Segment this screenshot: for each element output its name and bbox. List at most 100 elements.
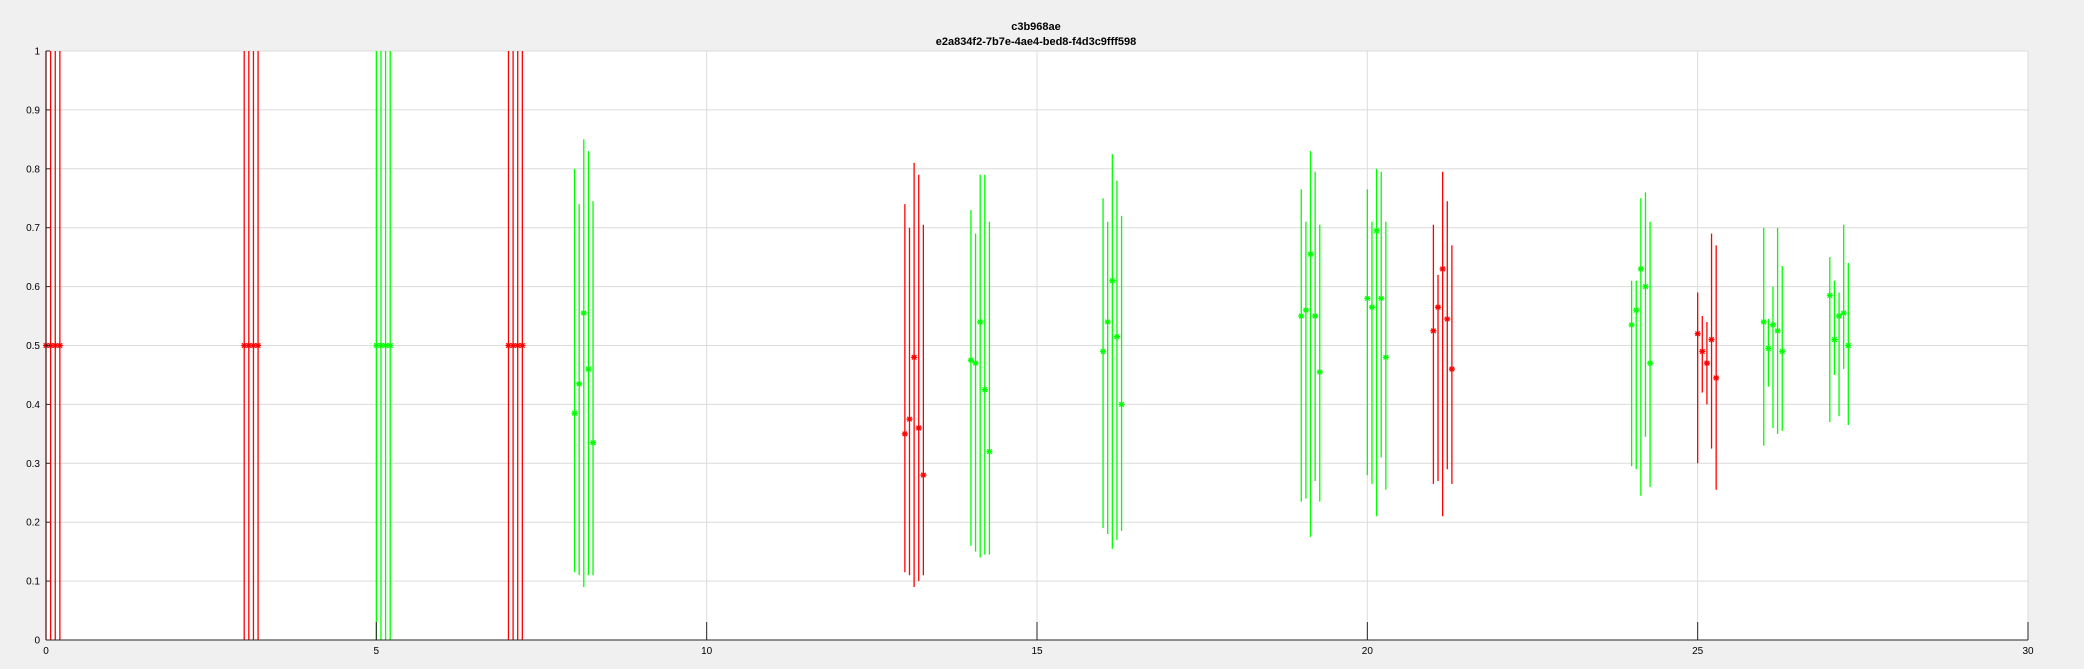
data-point xyxy=(1769,321,1776,328)
data-point xyxy=(519,342,526,349)
marker-stroke xyxy=(1779,348,1785,355)
marker-stroke xyxy=(1761,319,1767,325)
data-point xyxy=(981,386,988,393)
data-point xyxy=(1845,342,1852,349)
marker-stroke xyxy=(1704,360,1710,366)
data-point xyxy=(1840,310,1847,317)
marker-stroke xyxy=(246,342,252,349)
y-tick-label: 0.8 xyxy=(26,164,40,175)
marker-stroke xyxy=(1708,336,1715,343)
marker-stroke xyxy=(1312,313,1318,319)
y-tick-label: 0.4 xyxy=(26,400,40,411)
data-point xyxy=(1836,313,1843,320)
data-point xyxy=(977,318,984,325)
data-point xyxy=(1430,327,1437,334)
marker-stroke xyxy=(1633,307,1639,313)
x-tick-label: 25 xyxy=(1692,646,1704,657)
marker-stroke xyxy=(920,472,927,478)
marker-stroke xyxy=(505,342,512,349)
data-point xyxy=(1316,369,1323,376)
data-point xyxy=(1439,265,1446,272)
marker-stroke xyxy=(968,357,974,363)
axes: 0 5 10 15 20 25 30 0 0.1 0.2 0.3 0.4 0.5 0.6 0.7 0.8 0.9… xyxy=(26,47,2034,658)
marker-stroke xyxy=(382,342,389,349)
marker-stroke xyxy=(1109,278,1115,284)
y-tick-label: 0.1 xyxy=(26,577,40,588)
x-tick-label: 0 xyxy=(43,646,49,657)
data-point xyxy=(915,424,922,431)
y-tick-label: 0.5 xyxy=(26,341,40,352)
data-point xyxy=(1312,313,1319,320)
marker-stroke xyxy=(510,342,516,349)
marker-stroke xyxy=(387,342,393,349)
y-tick-label: 0.7 xyxy=(26,223,40,234)
x-tick-label: 15 xyxy=(1031,646,1043,657)
marker-stroke xyxy=(1307,251,1314,257)
data-point xyxy=(1435,304,1442,311)
data-point xyxy=(1713,374,1720,381)
marker-stroke xyxy=(982,387,988,393)
data-point xyxy=(1694,330,1701,337)
marker-stroke xyxy=(590,440,596,446)
data-point xyxy=(1637,265,1644,272)
marker-stroke xyxy=(1765,345,1772,352)
marker-stroke xyxy=(585,366,592,372)
data-point xyxy=(1699,348,1706,355)
marker-stroke xyxy=(972,360,979,366)
data-point xyxy=(580,310,587,317)
data-point xyxy=(972,360,979,367)
marker-stroke xyxy=(1449,366,1455,372)
marker-stroke xyxy=(1364,295,1371,302)
marker-stroke xyxy=(1105,319,1111,325)
marker-stroke xyxy=(1118,401,1125,408)
data-point xyxy=(1373,227,1380,234)
data-point xyxy=(1364,295,1371,302)
data-point xyxy=(1100,348,1107,355)
marker-stroke xyxy=(581,310,587,316)
y-tick-label: 0.2 xyxy=(26,518,40,529)
data-point xyxy=(387,342,394,349)
data-point xyxy=(1647,360,1654,367)
x-tick-label: 10 xyxy=(701,646,713,657)
data-point xyxy=(1307,251,1314,258)
data-point xyxy=(1760,318,1767,325)
marker-stroke xyxy=(1100,348,1106,355)
data-point xyxy=(1368,304,1375,311)
y-tick-label: 0.6 xyxy=(26,282,40,293)
data-point xyxy=(576,380,583,387)
data-point xyxy=(1448,366,1455,373)
data-point xyxy=(1831,336,1838,343)
data-point xyxy=(56,342,63,349)
data-point xyxy=(1774,327,1781,334)
marker-stroke xyxy=(1435,304,1441,310)
marker-stroke xyxy=(1827,292,1833,299)
y-tick-label: 0 xyxy=(34,636,40,647)
data-point xyxy=(1765,345,1772,352)
y-tick-label: 1 xyxy=(34,47,40,58)
data-point xyxy=(377,342,384,349)
data-point xyxy=(906,416,913,423)
data-point xyxy=(571,410,578,417)
marker-stroke xyxy=(250,342,257,349)
marker-stroke xyxy=(57,342,63,349)
data-point xyxy=(1302,307,1309,314)
marker-stroke xyxy=(1628,322,1635,328)
data-point xyxy=(911,354,918,361)
marker-stroke xyxy=(1642,283,1649,290)
marker-stroke xyxy=(1114,333,1120,340)
data-point xyxy=(1109,277,1116,284)
marker-stroke xyxy=(1369,304,1375,310)
marker-stroke xyxy=(916,425,922,431)
data-point xyxy=(590,439,597,446)
data-point xyxy=(1298,313,1305,320)
marker-stroke xyxy=(52,342,58,349)
marker-stroke xyxy=(977,319,983,325)
marker-stroke xyxy=(1317,369,1323,375)
marker-stroke xyxy=(571,410,578,416)
data-point xyxy=(1708,336,1715,343)
y-tick-label: 0.9 xyxy=(26,105,40,116)
marker-stroke xyxy=(378,342,384,349)
marker-stroke xyxy=(1713,375,1719,381)
